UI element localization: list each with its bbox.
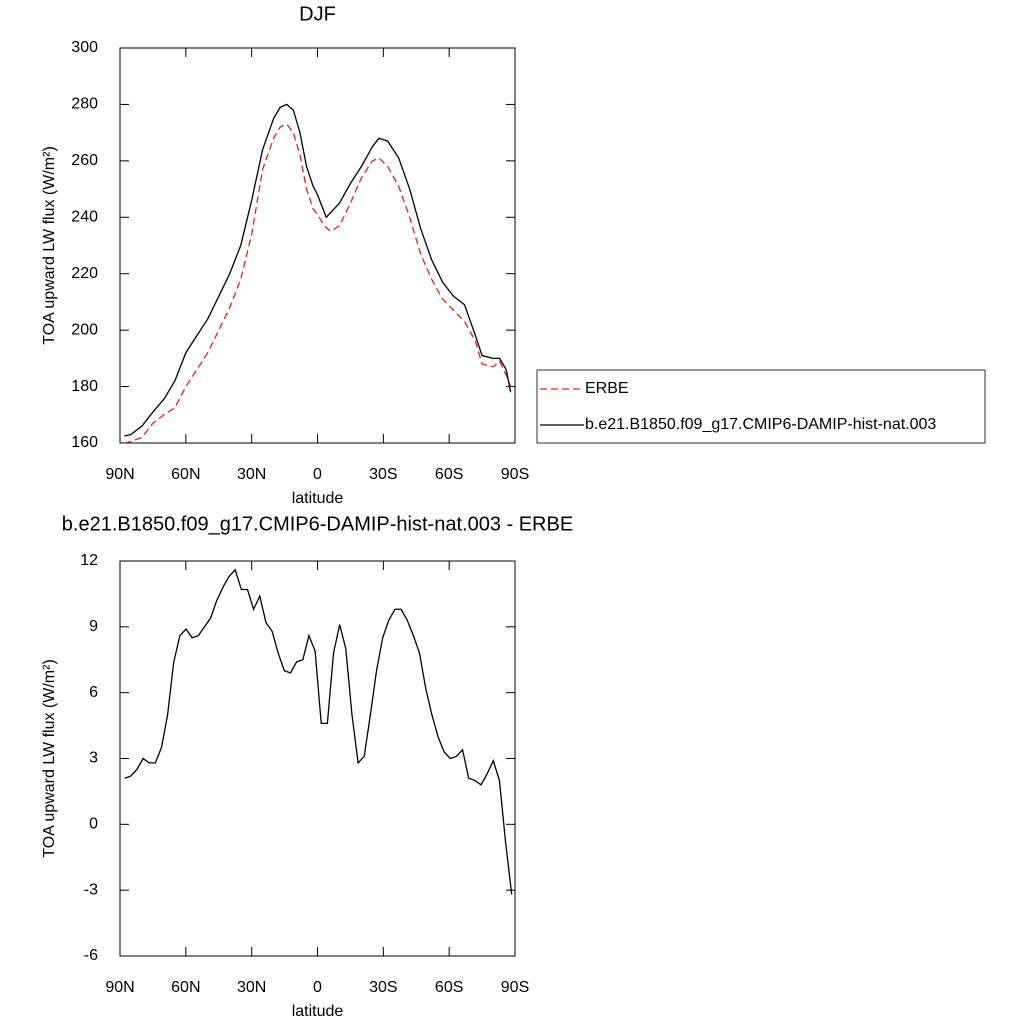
y-tick-label: 300: [71, 39, 98, 56]
y-tick-label: 280: [71, 96, 98, 113]
x-axis-label: latitude: [292, 1003, 344, 1020]
data-line: [124, 568, 513, 895]
data-line: [124, 123, 512, 444]
y-tick-label: 6: [89, 684, 98, 701]
y-axis-label: TOA upward LW flux (W/m²): [41, 146, 58, 345]
x-tick-label: 60N: [171, 466, 200, 483]
y-tick-label: 220: [71, 265, 98, 282]
x-tick-label: 30S: [369, 466, 397, 483]
y-tick-label: -3: [84, 881, 98, 898]
x-tick-label: 90S: [501, 466, 529, 483]
x-tick-label: 90N: [105, 979, 134, 996]
data-line: [124, 103, 512, 437]
y-tick-label: 160: [71, 434, 98, 451]
x-tick-label: 90S: [501, 979, 529, 996]
legend-label: ERBE: [585, 380, 629, 397]
x-tick-label: 60S: [435, 466, 463, 483]
x-tick-label: 60N: [171, 979, 200, 996]
x-axis-label: latitude: [292, 490, 344, 507]
x-tick-label: 60S: [435, 979, 463, 996]
legend-label: b.e21.B1850.f09_g17.CMIP6-DAMIP-hist-nat…: [585, 416, 936, 433]
plot-frame: [119, 47, 516, 444]
legend-box: [536, 369, 986, 444]
x-tick-label: 30N: [237, 466, 266, 483]
x-tick-label: 0: [313, 466, 322, 483]
x-tick-label: 90N: [105, 466, 134, 483]
plot-frame: [119, 560, 516, 957]
x-tick-label: 30S: [369, 979, 397, 996]
y-tick-label: 240: [71, 209, 98, 226]
y-tick-label: 9: [89, 618, 98, 635]
x-tick-label: 30N: [237, 979, 266, 996]
chart-title: b.e21.B1850.f09_g17.CMIP6-DAMIP-hist-nat…: [62, 513, 573, 535]
y-tick-label: 12: [80, 552, 98, 569]
y-tick-label: 3: [89, 750, 98, 767]
y-tick-label: 0: [89, 816, 98, 833]
y-tick-label: 260: [71, 152, 98, 169]
y-tick-label: -6: [84, 947, 98, 964]
x-tick-label: 0: [313, 979, 322, 996]
chart-title: DJF: [299, 3, 336, 25]
y-tick-label: 180: [71, 378, 98, 395]
y-tick-label: 200: [71, 321, 98, 338]
y-axis-label: TOA upward LW flux (W/m²): [41, 659, 58, 858]
